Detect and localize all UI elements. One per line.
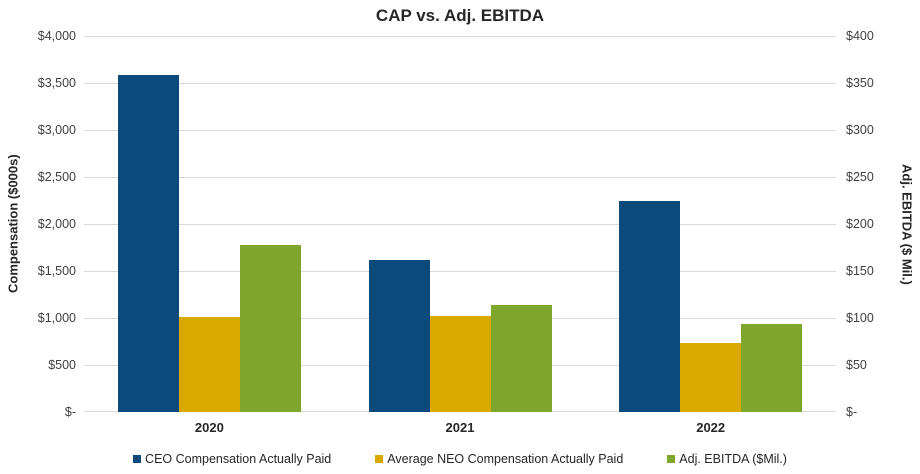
right-axis-tick-label: $150 [846,264,874,278]
right-axis-tick-label: $400 [846,29,874,43]
x-axis-label: 2022 [696,420,726,435]
legend-item: CEO Compensation Actually Paid [133,452,331,466]
chart-body: Compensation ($000s) $4,000 $3,500 $3,000 $… [0,29,920,438]
gridline [84,224,836,225]
right-axis-title: Adj. EBITDA ($ Mil.) [899,163,915,285]
gridline [84,130,836,131]
gridline [84,36,836,37]
gridline [84,83,836,84]
legend-label: Average NEO Compensation Actually Paid [387,452,624,466]
legend-swatch-icon [375,455,384,463]
bar-group-2022 [585,36,836,412]
legend-item: Adj. EBITDA ($Mil.) [667,452,787,466]
x-axis-labels: 2020 2021 2022 [84,412,836,438]
legend-label: Adj. EBITDA ($Mil.) [679,452,787,466]
plot-area [84,36,836,412]
bar-group-2020 [84,36,335,412]
right-axis-tick-label: $50 [846,358,867,372]
right-axis-tick-label: $350 [846,76,874,90]
left-axis-tick-label: $1,500 [37,264,76,278]
chart-title: CAP vs. Adj. EBITDA [375,6,545,25]
gridline [84,271,836,272]
bar [680,342,742,412]
left-axis-title: Compensation ($000s) [5,154,21,294]
legend-swatch-icon [667,455,676,463]
legend-label: CEO Compensation Actually Paid [145,452,332,466]
left-axis-tick-label: $3,000 [37,123,76,137]
legend: CEO Compensation Actually Paid Average NE… [0,452,920,466]
left-axis-tick-label: $500 [48,358,76,372]
right-axis-tick-label: $300 [846,123,874,137]
x-axis-label: 2021 [445,420,475,435]
left-axis-ticks: $4,000 $3,500 $3,000 $2,500 $2,000 $1,500 $1,0… [26,29,84,419]
right-axis-tick-label: $200 [846,217,874,231]
gridline [84,177,836,178]
left-axis-tick-label: $2,000 [37,217,76,231]
bars [84,36,836,412]
left-axis-tick-label: $3,500 [37,76,76,90]
bar [490,304,552,412]
legend-item: Average NEO Compensation Actually Paid [375,452,623,466]
x-axis-label: 2020 [194,420,224,435]
bar [429,316,491,412]
legend-swatch-icon [133,455,142,463]
left-axis-tick-label: $4,000 [37,29,76,43]
bar [117,75,179,412]
right-axis-tick-label: $250 [846,170,874,184]
left-axis-tick-label: $1,000 [37,311,76,325]
bar [368,259,430,412]
bar [619,200,681,412]
left-axis-tick-label: $2,500 [37,170,76,184]
bar [741,323,803,412]
bar [178,317,240,412]
bar [239,244,301,412]
bar-group-2021 [335,36,586,412]
left-axis-tick-label: $- [64,405,76,419]
right-axis-tick-label: $100 [846,311,874,325]
right-axis-ticks: $400 $350 $300 $250 $200 $150 $100 $50 $- [836,29,894,419]
right-axis-tick-label: $- [846,405,858,419]
